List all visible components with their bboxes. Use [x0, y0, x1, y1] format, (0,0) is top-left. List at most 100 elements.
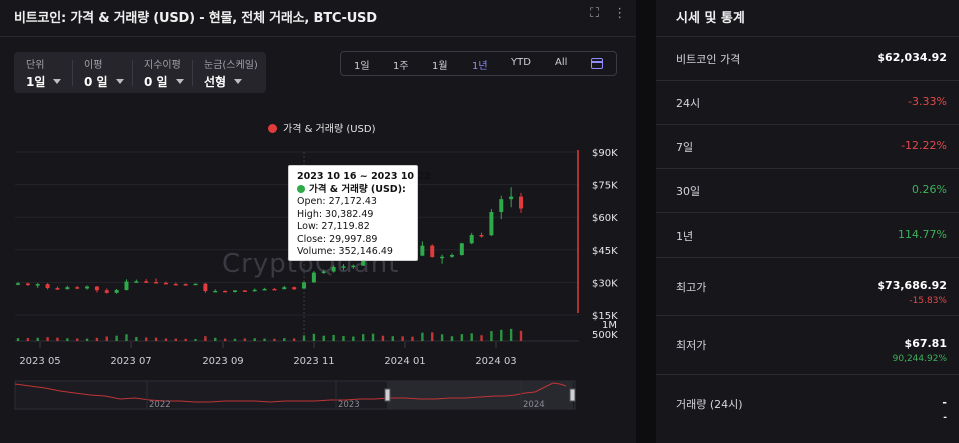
stat-row: 30일 0.26%	[656, 169, 959, 213]
volume-bar	[273, 338, 276, 341]
tooltip-high: High: 30,382.49	[297, 208, 374, 220]
volume-bar	[56, 337, 59, 341]
volume-bar	[105, 336, 108, 341]
candle-body	[489, 211, 494, 236]
volume-bar	[342, 336, 345, 341]
y-tick-label: $90K	[592, 148, 618, 159]
stat-value: 114.77%	[898, 228, 947, 241]
candle-body	[499, 199, 504, 212]
stat-label: 7일	[676, 141, 694, 154]
volume-bar	[509, 328, 513, 341]
candle-body	[282, 287, 287, 290]
candle-body	[361, 256, 366, 266]
interval-value: 1일	[26, 75, 46, 89]
range-1y[interactable]: 1년	[472, 61, 488, 72]
candle-body	[262, 288, 267, 291]
price-chart[interactable]: CryptoQuant$90K$75K$60K$45K$30K$15K1M500…	[0, 0, 636, 443]
range-ytd[interactable]: YTD	[511, 57, 531, 68]
volume-bar	[75, 338, 79, 341]
volume-bar	[381, 335, 385, 341]
ma-select[interactable]: 이평 0 일	[72, 56, 124, 90]
candle-body	[252, 289, 257, 292]
chart-title: 비트코인: 가격 & 거래량 (USD) - 현물, 전체 거래소, BTC-U…	[14, 11, 377, 26]
candle-body	[45, 284, 50, 289]
more-vertical-icon[interactable]: ⋮	[613, 6, 627, 21]
candle-body	[351, 265, 356, 268]
expand-icon[interactable]: ⛶	[590, 6, 600, 21]
candle-body	[341, 266, 346, 268]
volume-bar	[332, 334, 335, 341]
candle-body	[124, 281, 129, 291]
volume-bar	[214, 337, 217, 341]
stat-label: 최고가	[676, 281, 707, 294]
y-tick-label: $45K	[592, 246, 618, 257]
volume-bar	[36, 337, 39, 341]
candle-body	[242, 290, 247, 292]
scale-select[interactable]: 눈금(스케일) 선형	[192, 56, 258, 90]
interval-label: 단위	[26, 60, 45, 71]
volume-bar	[450, 336, 454, 341]
stat-row: 비트코인 가격 $62,034.92	[656, 37, 959, 81]
volume-bar	[519, 330, 523, 341]
stat-value: -	[942, 396, 947, 409]
volume-bar	[204, 336, 207, 341]
chart-legend[interactable]: 가격 & 거래량 (USD)	[268, 120, 376, 135]
stat-label: 24시	[676, 97, 701, 110]
volume-bar	[352, 336, 355, 341]
stat-row: 7일 -12.22%	[656, 125, 959, 169]
interval-select[interactable]: 단위 1일	[14, 56, 62, 90]
chevron-down-icon	[175, 79, 184, 84]
stat-label: 30일	[676, 185, 701, 198]
stat-value: -12.22%	[901, 139, 947, 152]
calendar-icon[interactable]	[591, 58, 603, 69]
navigator-handle-left[interactable]	[384, 388, 391, 402]
navigator-tick-label: 2022	[149, 400, 171, 410]
candle-body	[321, 271, 326, 274]
volume-bar	[184, 338, 187, 341]
candle-body	[440, 256, 445, 259]
candle-body	[213, 290, 218, 293]
ema-label: 지수이평	[144, 60, 181, 71]
y-tick-label: $30K	[592, 278, 618, 289]
stats-header-divider	[656, 36, 959, 37]
candle-body	[430, 245, 435, 257]
range-1d[interactable]: 1일	[354, 61, 370, 72]
range-1w[interactable]: 1주	[393, 61, 409, 72]
candle-body	[144, 281, 149, 283]
volume-bar	[431, 332, 434, 341]
stat-sub-value: -	[943, 413, 947, 423]
ma-label: 이평	[84, 60, 103, 71]
candle-body	[311, 272, 316, 283]
range-selector: 1일 1주 1월 1년 YTD All	[340, 51, 617, 76]
stat-row: 최고가 $73,686.92 -15.83%	[656, 258, 959, 316]
candle-body	[519, 196, 523, 209]
volume-bar	[302, 335, 306, 341]
range-1m[interactable]: 1월	[432, 61, 448, 72]
candle-body	[104, 290, 109, 293]
volume-bar	[26, 337, 30, 341]
volume-bar	[154, 337, 158, 341]
legend-label: 가격 & 거래량 (USD)	[283, 124, 376, 135]
volume-bar	[233, 338, 237, 341]
range-all[interactable]: All	[555, 57, 568, 68]
volume-bar	[194, 338, 197, 341]
volume-bar	[460, 334, 464, 341]
navigator-handle-right[interactable]	[569, 388, 576, 402]
volume-bar	[391, 336, 394, 341]
volume-bar	[500, 329, 503, 341]
stat-label: 거래량 (24시)	[676, 398, 743, 411]
volume-bar	[411, 336, 414, 341]
volume-bar	[223, 338, 227, 341]
stat-sub-value: 90,244.92%	[892, 354, 947, 364]
stat-row: 24시 -3.33%	[656, 81, 959, 125]
navigator-tick-label: 2024	[523, 400, 545, 410]
scale-label: 눈금(스케일)	[204, 60, 258, 71]
volume-bar	[322, 335, 325, 341]
volume-bar	[480, 335, 483, 341]
candle-body	[55, 288, 60, 290]
stats-panel: 시세 및 통계 비트코인 가격 $62,034.92 24시 -3.33% 7일 -12.…	[656, 0, 959, 443]
volume-bar	[371, 333, 375, 341]
volume-bar	[115, 335, 118, 341]
ema-select[interactable]: 지수이평 0 일	[132, 56, 184, 90]
candle-body	[35, 284, 40, 286]
